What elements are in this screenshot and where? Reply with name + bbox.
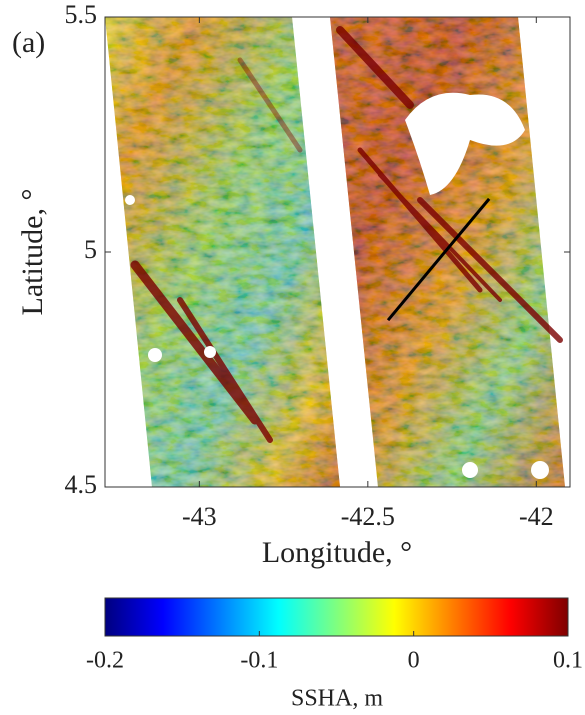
- swaths: [105, 17, 565, 487]
- colorbar-label: SSHA, m: [291, 686, 383, 712]
- colorbar-tick-label: -0.1: [240, 648, 278, 674]
- colorbar-tick-label: 0.1: [553, 648, 583, 674]
- colorbar-tick-label: -0.2: [86, 648, 124, 674]
- transect: [386, 197, 491, 322]
- y-tick-label: 5: [84, 235, 97, 264]
- gaps: [125, 92, 549, 479]
- swath-texture: [105, 17, 340, 487]
- y-tick-label: 4.5: [65, 470, 98, 499]
- x-tick-label: -42: [519, 502, 554, 531]
- x-tick-label: -42.5: [341, 502, 395, 531]
- y-tick-label: 5.5: [65, 0, 98, 29]
- features: [130, 26, 563, 443]
- x-axis-label: Longitude, °: [262, 536, 412, 569]
- colorbar: [104, 597, 569, 637]
- x-tick-label: -43: [182, 502, 217, 531]
- panel-label: (a): [12, 26, 45, 59]
- y-axis-label: Latitude, °: [16, 189, 49, 316]
- colorbar-tick-label: 0: [408, 648, 420, 674]
